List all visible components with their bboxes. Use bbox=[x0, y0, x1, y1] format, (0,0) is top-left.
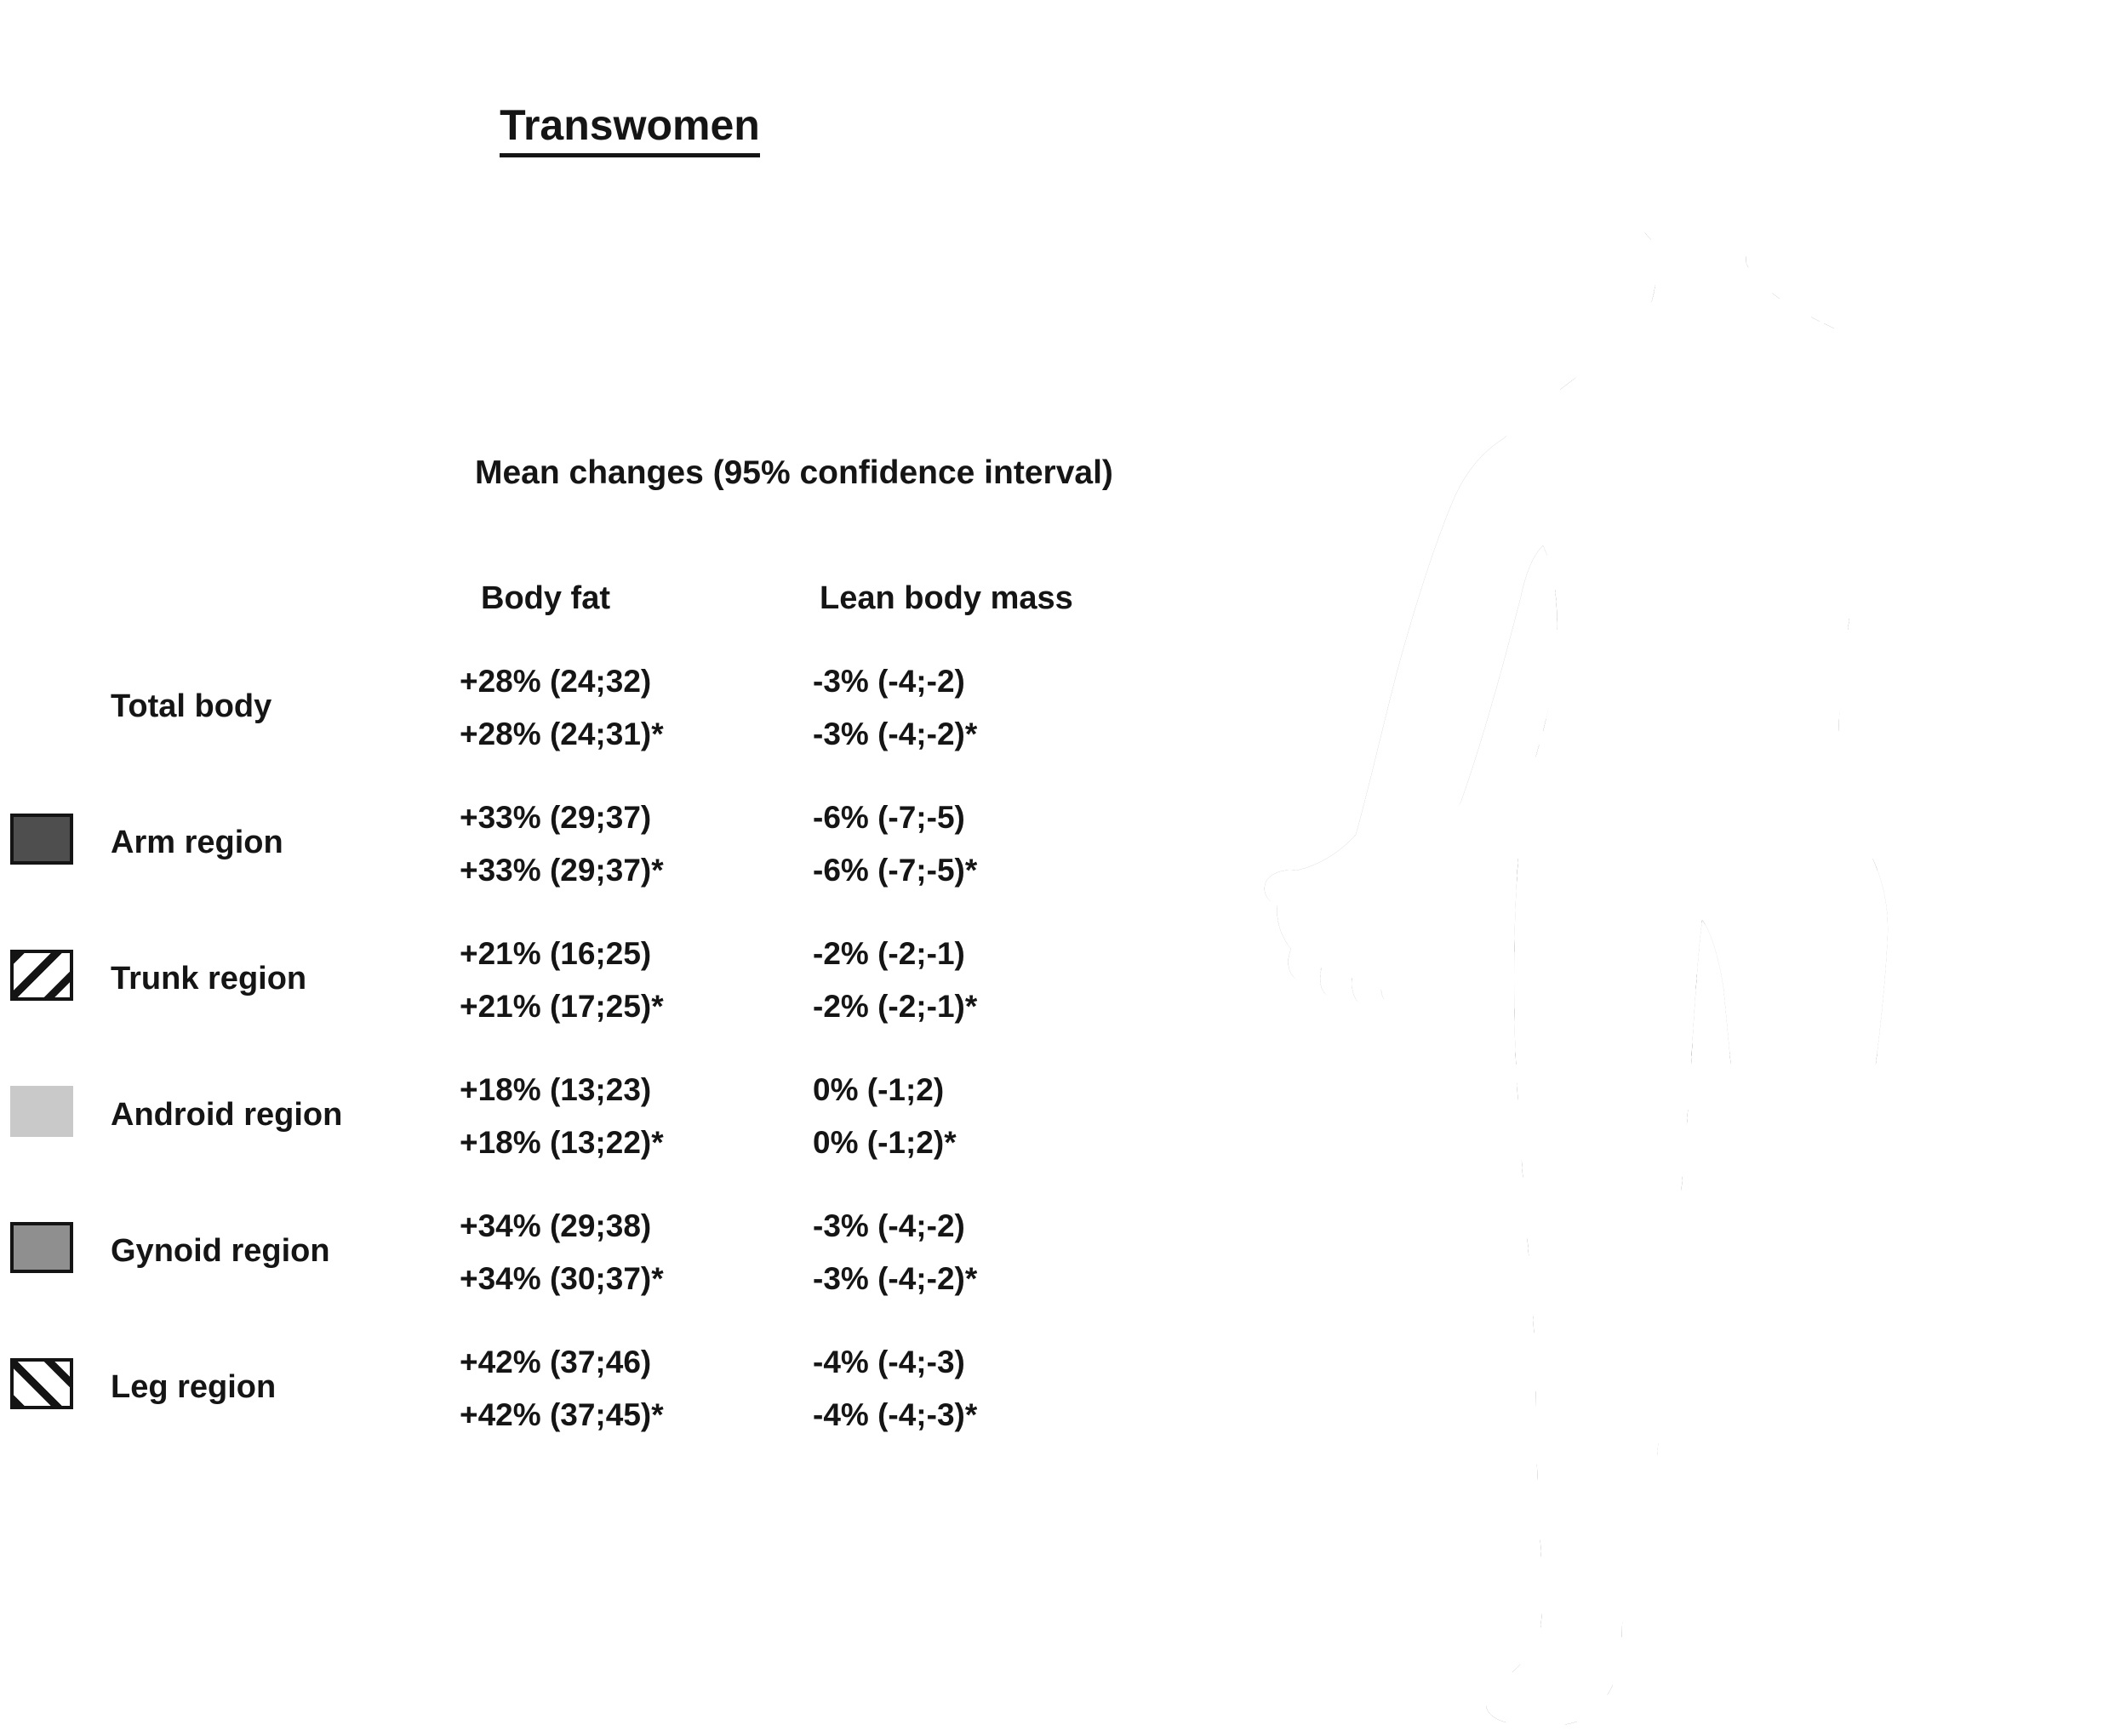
body-fat-value: +18% (13;23) bbox=[460, 1072, 652, 1107]
legend-swatch-gynoid bbox=[10, 1222, 73, 1273]
figure-subtitle: Mean changes (95% confidence interval) bbox=[475, 454, 1113, 491]
lean-mass-value: -4% (-4;-3) bbox=[813, 1345, 965, 1379]
table-row: Total body +28% (24;32) +28% (24;31)* -3… bbox=[0, 654, 1260, 759]
table-row: Leg region +42% (37;46) +42% (37;45)* -4… bbox=[0, 1334, 1260, 1440]
row-label: Total body bbox=[111, 688, 272, 724]
lean-mass-value: -3% (-4;-2) bbox=[813, 1208, 965, 1243]
lean-mass-value: -2% (-2;-1) bbox=[813, 936, 965, 971]
body-fat-value-adjusted: +28% (24;31)* bbox=[460, 717, 664, 751]
lean-mass-value-adjusted: 0% (-1;2)* bbox=[813, 1125, 957, 1160]
lean-mass-value-adjusted: -4% (-4;-3)* bbox=[813, 1397, 978, 1432]
table-row: Gynoid region +34% (29;38) +34% (30;37)*… bbox=[0, 1198, 1260, 1304]
row-label: Gynoid region bbox=[111, 1233, 330, 1269]
table-row: Trunk region +21% (16;25) +21% (17;25)* … bbox=[0, 926, 1260, 1031]
lean-mass-value-adjusted: -2% (-2;-1)* bbox=[813, 989, 978, 1024]
body-fat-value: +33% (29;37) bbox=[460, 800, 652, 835]
title-wrap: Transwomen bbox=[374, 100, 885, 157]
body-fat-value-adjusted: +18% (13;22)* bbox=[460, 1125, 664, 1160]
lean-mass-value: -3% (-4;-2) bbox=[813, 664, 965, 699]
body-fat-value-adjusted: +42% (37;45)* bbox=[460, 1397, 664, 1432]
body-fat-value-adjusted: +33% (29;37)* bbox=[460, 853, 664, 888]
row-label: Leg region bbox=[111, 1369, 277, 1405]
body-fat-value: +28% (24;32) bbox=[460, 664, 652, 699]
lean-mass-value: -6% (-7;-5) bbox=[813, 800, 965, 835]
row-label: Arm region bbox=[111, 825, 283, 860]
row-label: Trunk region bbox=[111, 961, 307, 996]
body-fat-value: +21% (16;25) bbox=[460, 936, 652, 971]
legend-swatch-leg bbox=[10, 1358, 73, 1409]
body-fat-value-adjusted: +21% (17;25)* bbox=[460, 989, 664, 1024]
column-header-lean-body-mass: Lean body mass bbox=[820, 580, 1073, 616]
lean-mass-value-adjusted: -3% (-4;-2)* bbox=[813, 1261, 978, 1296]
lean-mass-value-adjusted: -3% (-4;-2)* bbox=[813, 717, 978, 751]
table-row: Arm region +33% (29;37) +33% (29;37)* -6… bbox=[0, 790, 1260, 895]
lean-mass-value-adjusted: -6% (-7;-5)* bbox=[813, 853, 978, 888]
body-fat-value-adjusted: +34% (30;37)* bbox=[460, 1261, 664, 1296]
body-fat-value: +42% (37;46) bbox=[460, 1345, 652, 1379]
table-row: Android region +18% (13;23) +18% (13;22)… bbox=[0, 1062, 1260, 1168]
legend-swatch-android bbox=[10, 1086, 73, 1137]
figure-title: Transwomen bbox=[500, 100, 760, 157]
lean-mass-value: 0% (-1;2) bbox=[813, 1072, 945, 1107]
body-fat-value: +34% (29;38) bbox=[460, 1208, 652, 1243]
legend-swatch-arm bbox=[10, 814, 73, 865]
row-label: Android region bbox=[111, 1097, 343, 1133]
column-header-body-fat: Body fat bbox=[481, 580, 610, 616]
legend-swatch-trunk bbox=[10, 950, 73, 1001]
body-outline bbox=[1263, 10, 2095, 1730]
